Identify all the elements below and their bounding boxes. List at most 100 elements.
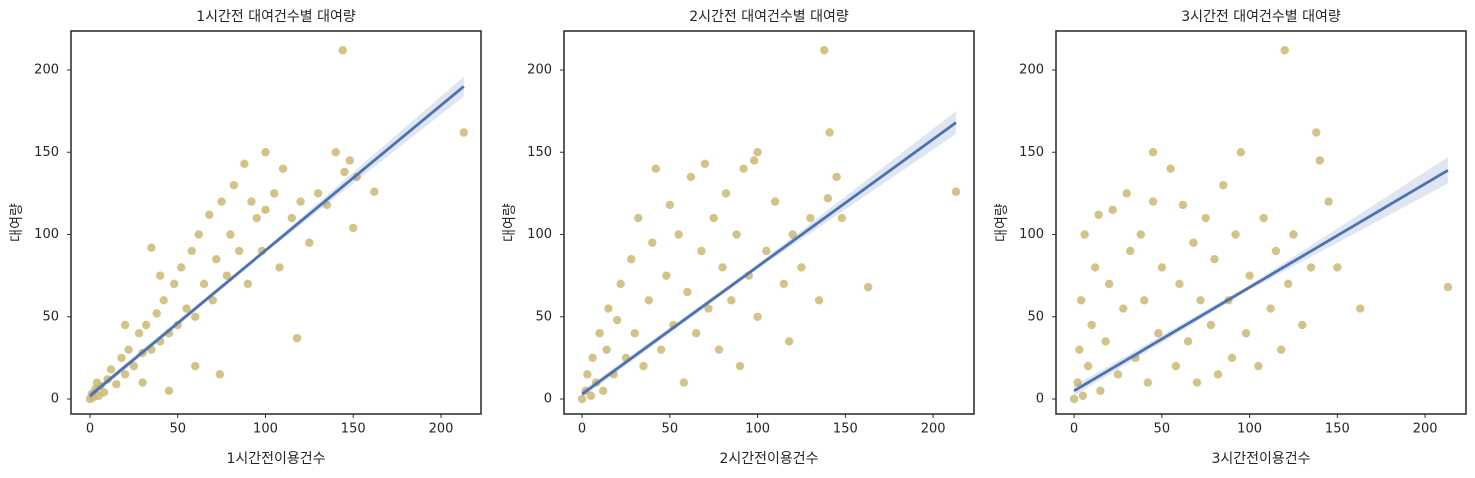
scatter-point (612, 315, 622, 325)
scatter-point (784, 337, 794, 346)
scatter-point (732, 230, 741, 239)
x-tick-label: 50 (169, 422, 186, 437)
scatter-point (602, 345, 611, 354)
scatter-point (1259, 213, 1268, 223)
scatter-point (1069, 394, 1079, 404)
scatter-point (674, 230, 683, 239)
scatter-point (1076, 296, 1086, 305)
scatter-point (583, 370, 592, 379)
y-tick-label: 100 (1019, 227, 1044, 242)
scatter-point (823, 194, 832, 203)
scatter-point (721, 189, 731, 198)
x-tick-label: 50 (662, 422, 679, 437)
scatter-point (1189, 238, 1198, 247)
y-tick-label: 150 (527, 145, 552, 160)
scatter-point (648, 238, 657, 247)
x-tick-label: 50 (1154, 422, 1171, 437)
scatter-point (191, 312, 200, 321)
scatter-point (287, 213, 296, 223)
scatter-point (1306, 263, 1316, 272)
scatter-point (832, 172, 841, 182)
scatter-point (1101, 337, 1110, 346)
scatter-point (1236, 148, 1246, 157)
x-tick-label: 200 (1413, 422, 1438, 437)
scatter-point (739, 164, 748, 173)
scatter-point (159, 296, 168, 305)
scatter-point (797, 263, 806, 272)
scatter-point (616, 279, 625, 289)
scatter-point (1171, 361, 1181, 371)
scatter-point (270, 189, 279, 198)
scatter-point (770, 197, 780, 206)
scatter-point (1443, 282, 1453, 292)
scatter-point (1280, 46, 1289, 55)
scatter-point (814, 296, 824, 305)
scatter-point (1231, 230, 1240, 239)
scatter-point (1192, 378, 1202, 387)
scatter-point (199, 279, 209, 289)
scatter-point (1148, 197, 1158, 206)
scatter-point (700, 159, 710, 168)
scatter-point (735, 361, 745, 371)
scatter-point (117, 353, 126, 363)
x-tick-label: 0 (578, 422, 586, 437)
regression-line (581, 121, 957, 396)
scatter-point (825, 128, 834, 137)
scatter-point (1075, 345, 1084, 354)
scatter-point (1210, 254, 1219, 264)
scatter-point (727, 296, 736, 305)
y-tick-label: 50 (42, 309, 59, 324)
scatter-point (138, 378, 147, 387)
scatter-point (697, 246, 706, 256)
scatter-point (665, 200, 675, 210)
scatter-point (1213, 370, 1223, 379)
scatter-point (191, 361, 200, 371)
scatter-point (1078, 391, 1088, 400)
scatter-point (837, 213, 847, 223)
scatter-point (1324, 197, 1333, 206)
scatter-point (112, 380, 121, 389)
scatter-point (212, 254, 221, 264)
scatter-point (1143, 378, 1152, 387)
scatter-point (820, 46, 829, 55)
scatter-point (683, 287, 692, 297)
scatter-point (134, 329, 144, 338)
scatter-point (194, 230, 203, 239)
scatter-point (686, 172, 696, 182)
scatter-point (639, 361, 648, 371)
axes-frame (70, 30, 482, 415)
scatter-point (338, 46, 347, 55)
scatter-point (595, 329, 604, 338)
scatter-point (951, 187, 961, 196)
scatter-point (170, 279, 179, 289)
scatter-point (217, 197, 226, 206)
x-axis-label: 3시간전이용건수 (1211, 451, 1310, 467)
scatter-point (1087, 320, 1096, 330)
scatter-point (598, 386, 608, 396)
scatter-point (120, 320, 130, 330)
scatter-point (296, 197, 305, 206)
scatter-point (208, 296, 218, 305)
y-axis-label: 대여량 (502, 203, 518, 242)
x-axis-label: 2시간전이용건수 (719, 451, 818, 467)
scatter-point (1201, 213, 1210, 223)
scatter-point (1333, 263, 1342, 272)
x-tick-label: 200 (429, 422, 454, 437)
scatter-point (1241, 329, 1251, 338)
scatter-point (1148, 148, 1158, 157)
scatter-point (226, 230, 235, 239)
scatter-point (1104, 279, 1114, 289)
scatter-point (634, 213, 643, 223)
scatter-point (1219, 180, 1228, 190)
axes-frame (563, 30, 975, 415)
scatter-point (788, 230, 797, 239)
scatter-point (120, 370, 130, 379)
scatter-point (691, 329, 701, 338)
scatter-point (644, 296, 653, 305)
axes-frame (1055, 30, 1467, 415)
scatter-point (749, 156, 759, 165)
scatter-point (627, 254, 636, 264)
x-tick-label: 150 (833, 422, 858, 437)
scatter-point (1154, 329, 1163, 338)
scatter-point (1126, 246, 1135, 256)
